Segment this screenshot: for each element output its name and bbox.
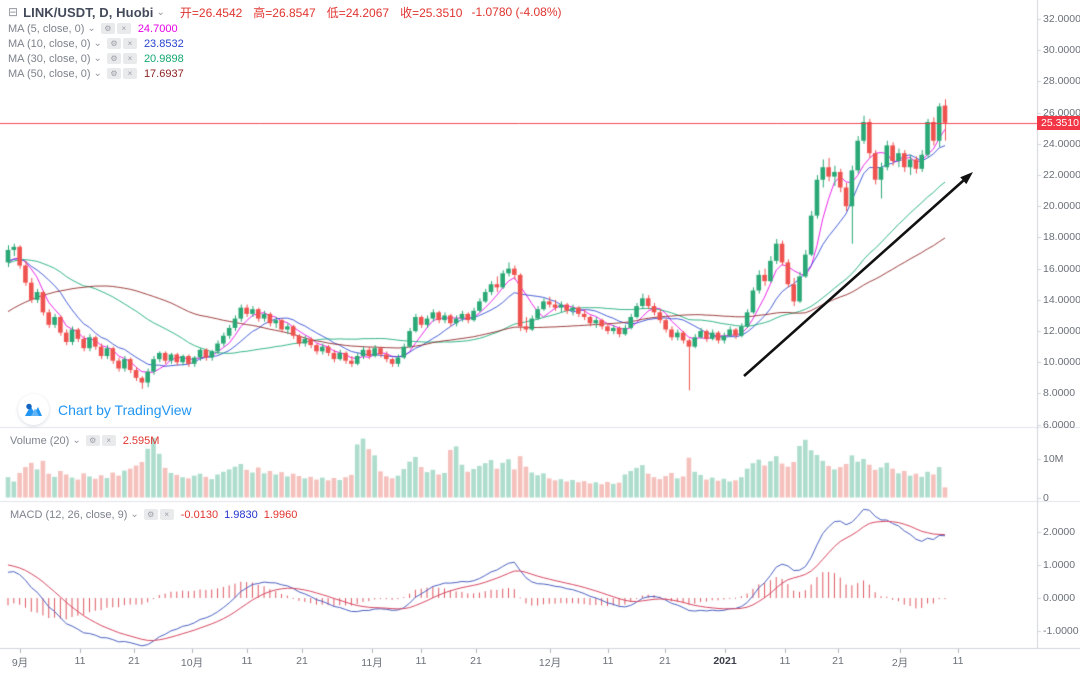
price-change: -1.0780 (-4.08%)	[471, 5, 562, 19]
gear-icon[interactable]: ⚙	[85, 435, 100, 446]
close-icon[interactable]: ×	[122, 68, 137, 79]
main-pane-legend: ⊟ LINK/USDT, D, Huobi ⌄ 开=26.4542 高=26.8…	[8, 3, 562, 81]
chevron-down-icon[interactable]: ⌄	[93, 53, 102, 64]
close-icon[interactable]: ×	[159, 509, 174, 520]
ma5-value: 24.7000	[137, 22, 178, 35]
ma-indicator-row: MA (10, close, 0) ⌄ ⚙ × 23.8532	[8, 36, 562, 51]
symbol-title[interactable]: LINK/USDT, D, Huobi	[23, 4, 154, 20]
chevron-down-icon[interactable]: ⌄	[72, 435, 81, 446]
ohlc-open: 开=26.4542	[179, 5, 243, 20]
close-icon[interactable]: ×	[122, 38, 137, 49]
tradingview-attribution[interactable]: Chart by TradingView	[18, 394, 192, 425]
macd-signal-value: 1.9960	[263, 508, 298, 521]
collapse-panel-icon[interactable]: ⊟	[8, 5, 19, 19]
ohlc-low: 低=24.2067	[326, 5, 390, 20]
symbol-header: ⊟ LINK/USDT, D, Huobi ⌄ 开=26.4542 高=26.8…	[8, 3, 562, 21]
close-icon[interactable]: ×	[116, 23, 131, 34]
gear-icon[interactable]: ⚙	[106, 68, 121, 79]
ma-indicator-row: MA (30, close, 0) ⌄ ⚙ × 20.9898	[8, 51, 562, 66]
macd-line-value: 1.9830	[224, 508, 258, 521]
ma5-label[interactable]: MA (5, close, 0)	[8, 22, 85, 35]
chevron-down-icon[interactable]: ⌄	[93, 38, 102, 49]
chevron-down-icon[interactable]: ⌄	[130, 509, 139, 520]
ma-indicator-row: MA (5, close, 0) ⌄ ⚙ × 24.7000	[8, 21, 562, 36]
tradingview-logo-icon[interactable]	[18, 394, 49, 425]
gear-icon[interactable]: ⚙	[100, 23, 115, 34]
macd-pane-legend: MACD (12, 26, close, 9) ⌄ ⚙ × -0.0130 1.…	[10, 507, 297, 522]
gear-icon[interactable]: ⚙	[106, 38, 121, 49]
chevron-down-icon[interactable]: ⌄	[87, 23, 96, 34]
ma50-value: 17.6937	[143, 67, 184, 80]
chevron-down-icon[interactable]: ⌄	[156, 6, 165, 18]
ohlc-high: 高=26.8547	[253, 5, 316, 20]
ma30-label[interactable]: MA (30, close, 0)	[8, 52, 91, 65]
chevron-down-icon[interactable]: ⌄	[93, 68, 102, 79]
ma-indicator-row: MA (50, close, 0) ⌄ ⚙ × 17.6937	[8, 66, 562, 81]
tradingview-attribution-text[interactable]: Chart by TradingView	[58, 401, 192, 418]
ma10-value: 23.8532	[143, 37, 184, 50]
close-icon[interactable]: ×	[101, 435, 116, 446]
volume-pane-legend: Volume (20) ⌄ ⚙ × 2.595M	[10, 433, 159, 448]
volume-value: 2.595M	[122, 434, 160, 447]
last-price-badge: 25.3510	[1037, 116, 1080, 130]
ma10-label[interactable]: MA (10, close, 0)	[8, 37, 91, 50]
ohlc-close: 收=25.3510	[400, 5, 463, 20]
macd-label[interactable]: MACD (12, 26, close, 9)	[10, 508, 128, 521]
macd-hist-value: -0.0130	[180, 508, 219, 521]
ma30-value: 20.9898	[143, 52, 184, 65]
close-icon[interactable]: ×	[122, 53, 137, 64]
volume-label[interactable]: Volume (20)	[10, 434, 70, 447]
gear-icon[interactable]: ⚙	[143, 509, 158, 520]
gear-icon[interactable]: ⚙	[106, 53, 121, 64]
ma50-label[interactable]: MA (50, close, 0)	[8, 67, 91, 80]
